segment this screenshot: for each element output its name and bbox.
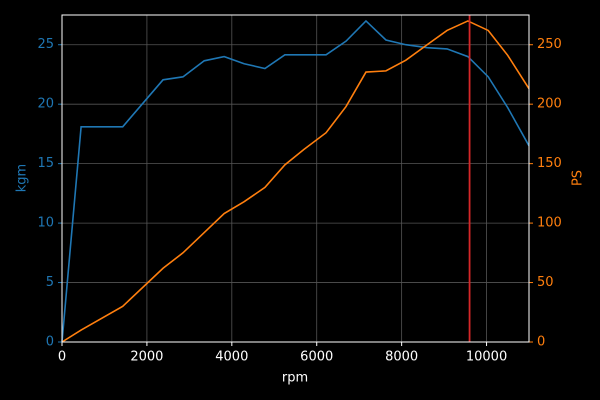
plot-frame	[61, 14, 530, 343]
y2-tick-label: 150	[537, 156, 562, 171]
y-axis-label: kgm	[15, 164, 30, 192]
y2-axis-label: PS	[571, 170, 586, 186]
series-line	[61, 20, 530, 343]
x-tick-label: 2000	[130, 350, 163, 365]
x-tick-label: 6000	[300, 350, 333, 365]
x-axis-label: rpm	[282, 371, 308, 386]
y-tick-label: 5	[46, 275, 54, 290]
y2-tick-label: 50	[537, 275, 554, 290]
y-tick-label: 20	[37, 97, 54, 112]
y-tick-label: 25	[37, 37, 54, 52]
y-tick-label: 15	[37, 156, 54, 171]
y-tick-label: 0	[46, 335, 54, 350]
series-line	[61, 19, 530, 343]
y2-tick-label: 250	[537, 37, 562, 52]
y-tick-label: 10	[37, 216, 54, 231]
y2-tick-label: 100	[537, 216, 562, 231]
x-tick-label: 8000	[385, 350, 418, 365]
x-tick-label: 10000	[466, 350, 507, 365]
x-tick-label: 0	[58, 350, 66, 365]
x-tick-label: 4000	[215, 350, 248, 365]
y2-tick-label: 0	[537, 335, 545, 350]
y2-tick-label: 200	[537, 97, 562, 112]
